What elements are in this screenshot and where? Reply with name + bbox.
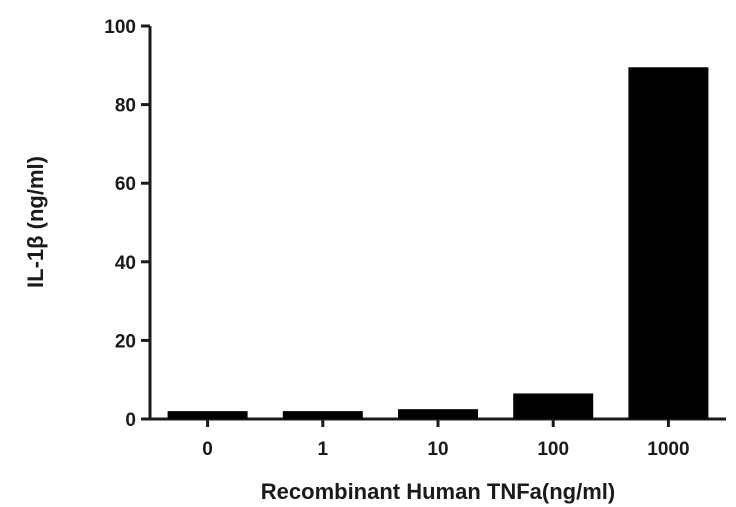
- bar-0: [167, 411, 248, 419]
- y-axis-title: IL-1β (ng/ml): [23, 156, 48, 288]
- bar-10: [398, 409, 478, 419]
- y-tick-label: 80: [115, 96, 136, 117]
- bar-1: [282, 411, 363, 419]
- y-axis: [141, 24, 152, 421]
- y-tick-label: 100: [104, 17, 136, 38]
- x-tick-label: 10: [427, 439, 448, 460]
- x-tick-label: 100: [537, 439, 569, 460]
- bars: [167, 67, 709, 419]
- x-axis-title: Recombinant Human TNFa(ng/ml): [261, 479, 615, 504]
- x-tick-label: 1000: [647, 439, 689, 460]
- x-tick-label: 1: [318, 439, 329, 460]
- x-axis: [150, 417, 726, 427]
- y-tick-label: 20: [115, 331, 136, 352]
- y-tick-labels: 0 20 40 60 80 100: [104, 17, 136, 431]
- bar-1000: [628, 67, 709, 419]
- y-tick-label: 60: [115, 174, 136, 195]
- y-tick-label: 0: [125, 410, 136, 431]
- x-tick-label: 0: [202, 439, 213, 460]
- bar-100: [513, 393, 594, 419]
- x-tick-labels: 0 1 10 100 1000: [202, 439, 689, 460]
- y-tick-label: 40: [115, 253, 136, 274]
